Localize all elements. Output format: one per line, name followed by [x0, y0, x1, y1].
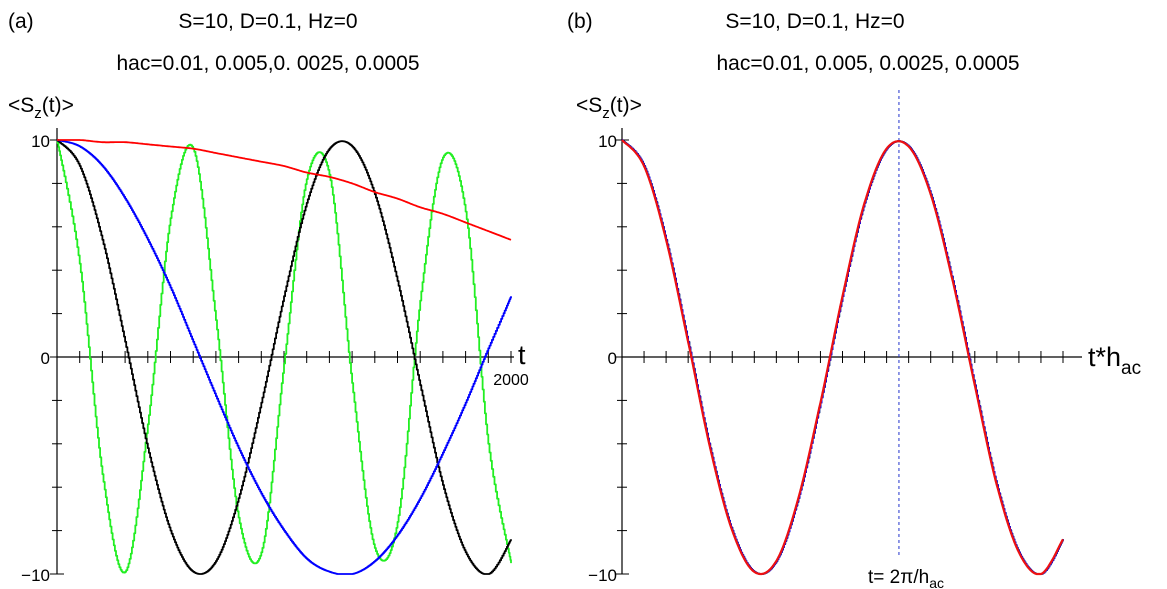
- panel-b-label: (b): [567, 10, 593, 33]
- panel-b: (b) S=10, D=0.1, Hz=0 hac=0.01, 0.005, 0…: [567, 10, 1141, 589]
- panel-b-annotation-sub: ac: [929, 575, 944, 589]
- panel-b-x-axis-label: t*hac: [1088, 342, 1141, 379]
- panel-a-axes: [50, 128, 514, 575]
- panel-a-ylabel-tail: (t)>: [42, 94, 74, 117]
- panel-a-series-hac-0_005: [56, 139, 512, 575]
- panel-b-annotation: t= 2π/hac: [868, 567, 944, 589]
- panel-b-ytick-neg10: −10: [588, 566, 617, 585]
- panel-a-title: S=10, D=0.1, Hz=0: [178, 10, 357, 33]
- panel-a-series-hac-0_0025: [56, 139, 512, 575]
- panel-a-ytick-10: 10: [31, 132, 50, 151]
- panel-b-ylabel-sub: z: [602, 105, 610, 122]
- panel-b-series-hac-0_0005: [621, 139, 1064, 576]
- panel-a-xtick-2000: 2000: [493, 372, 529, 389]
- panel-a-ytick-0: 0: [41, 349, 50, 368]
- panel-b-series: [621, 90, 1064, 576]
- panel-b-y-axis-label: <Sz(t)>: [576, 94, 642, 122]
- panel-b-ytick-0: 0: [608, 349, 617, 368]
- panel-a-ytick-neg10: −10: [21, 566, 50, 585]
- panel-a-series: [56, 139, 512, 575]
- panel-b-ylabel-main: <S: [576, 94, 602, 117]
- panel-a-x-axis-label: t: [518, 340, 526, 370]
- panel-b-xlabel-main: t*h: [1088, 342, 1121, 372]
- panel-a-subtitle: hac=0.01, 0.005,0. 0025, 0.0005: [116, 52, 419, 75]
- panel-a-y-axis-label: <Sz(t)>: [8, 94, 74, 122]
- panel-b-ylabel-tail: (t)>: [610, 94, 642, 117]
- panel-a: (a) S=10, D=0.1, Hz=0 hac=0.01, 0.005,0.…: [8, 10, 529, 585]
- panel-b-annotation-main: t= 2π/h: [868, 567, 929, 588]
- panel-a-ylabel-sub: z: [34, 105, 42, 122]
- panel-a-label: (a): [8, 10, 34, 33]
- panel-a-ylabel-main: <S: [8, 94, 34, 117]
- panel-b-subtitle: hac=0.01, 0.005, 0.0025, 0.0005: [716, 52, 1019, 75]
- panel-b-axes: [615, 128, 1082, 575]
- panel-a-series-hac-0_0005: [56, 139, 512, 241]
- panel-b-title: S=10, D=0.1, Hz=0: [725, 10, 904, 33]
- panel-b-xlabel-sub: ac: [1121, 358, 1141, 379]
- panel-b-ytick-10: 10: [598, 132, 617, 151]
- panel-a-series-hac-0_01: [56, 139, 512, 574]
